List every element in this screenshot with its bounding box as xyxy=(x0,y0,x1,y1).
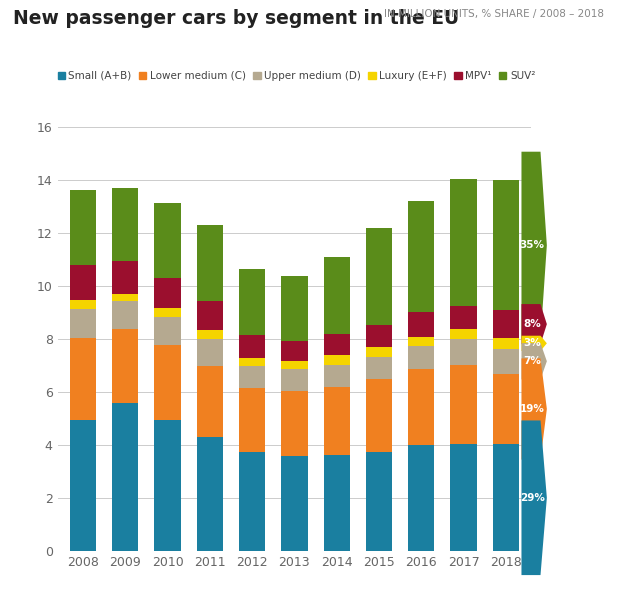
Bar xyxy=(70,338,96,420)
Bar xyxy=(493,348,519,374)
Bar xyxy=(239,358,265,366)
Bar xyxy=(154,420,180,551)
Bar xyxy=(408,337,435,346)
Bar xyxy=(154,345,180,420)
Bar xyxy=(366,452,392,551)
Text: IN MILLION UNITS, % SHARE / 2008 – 2018: IN MILLION UNITS, % SHARE / 2008 – 2018 xyxy=(384,9,604,19)
Text: 7%: 7% xyxy=(524,356,541,366)
Bar xyxy=(408,346,435,368)
Bar xyxy=(324,257,350,334)
Text: 29%: 29% xyxy=(520,493,545,503)
Bar xyxy=(366,347,392,356)
Text: 8%: 8% xyxy=(524,319,541,329)
Text: 3%: 3% xyxy=(524,338,541,348)
Polygon shape xyxy=(522,304,547,344)
Bar xyxy=(154,317,180,345)
Bar xyxy=(239,366,265,388)
Bar xyxy=(70,309,96,338)
Bar xyxy=(196,438,223,551)
Bar xyxy=(282,368,307,391)
Legend: Small (A+B), Lower medium (C), Upper medium (D), Luxury (E+F), MPV¹, SUV²: Small (A+B), Lower medium (C), Upper med… xyxy=(53,67,540,85)
Bar xyxy=(451,339,477,365)
Bar xyxy=(196,301,223,330)
Bar xyxy=(493,444,519,551)
Bar xyxy=(70,420,96,551)
Polygon shape xyxy=(522,152,547,339)
Bar xyxy=(408,368,435,445)
Bar xyxy=(112,301,138,329)
Bar xyxy=(112,329,138,403)
Bar xyxy=(493,181,519,310)
Bar xyxy=(366,325,392,347)
Bar xyxy=(324,387,350,454)
Bar xyxy=(70,190,96,265)
Bar xyxy=(239,388,265,452)
Bar xyxy=(408,311,435,337)
Bar xyxy=(324,365,350,387)
Bar xyxy=(112,261,138,295)
Bar xyxy=(239,335,265,358)
Polygon shape xyxy=(522,336,547,351)
Bar xyxy=(196,366,223,438)
Bar xyxy=(408,445,435,551)
Text: 19%: 19% xyxy=(520,404,545,414)
Polygon shape xyxy=(522,358,547,459)
Bar xyxy=(282,361,307,368)
Bar xyxy=(366,228,392,325)
Text: 35%: 35% xyxy=(520,240,545,250)
Bar xyxy=(70,265,96,299)
Bar xyxy=(366,379,392,452)
Bar xyxy=(70,299,96,309)
Bar xyxy=(366,356,392,379)
Bar xyxy=(324,355,350,365)
Bar xyxy=(451,306,477,328)
Bar xyxy=(282,456,307,551)
Bar xyxy=(324,454,350,551)
Bar xyxy=(451,444,477,551)
Bar xyxy=(282,341,307,361)
Bar xyxy=(112,188,138,261)
Bar xyxy=(324,334,350,355)
Bar xyxy=(154,278,180,308)
Bar xyxy=(408,202,435,311)
Bar xyxy=(493,374,519,444)
Bar xyxy=(196,225,223,301)
Bar xyxy=(493,310,519,338)
Bar xyxy=(282,276,307,341)
Bar xyxy=(493,338,519,348)
Polygon shape xyxy=(522,421,547,575)
Bar xyxy=(451,365,477,444)
Text: New passenger cars by segment in the EU: New passenger cars by segment in the EU xyxy=(13,9,459,28)
Bar xyxy=(154,203,180,278)
Bar xyxy=(282,391,307,456)
Bar xyxy=(239,452,265,551)
Bar xyxy=(154,307,180,317)
Bar xyxy=(451,179,477,306)
Bar xyxy=(196,330,223,339)
Bar xyxy=(112,403,138,551)
Bar xyxy=(451,328,477,339)
Bar xyxy=(196,339,223,366)
Bar xyxy=(239,269,265,335)
Bar xyxy=(112,295,138,301)
Polygon shape xyxy=(522,343,547,379)
